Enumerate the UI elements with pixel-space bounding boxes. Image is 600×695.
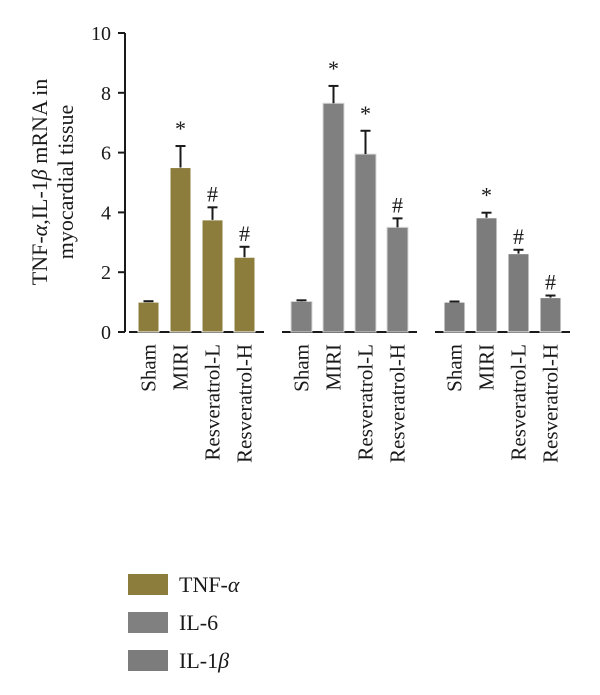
y-tick-label: 2 <box>101 262 111 284</box>
legend-label: TNF-α <box>179 572 240 597</box>
legend-swatch <box>128 574 168 595</box>
significance-marker: * <box>481 183 492 208</box>
y-axis-label: TNF-α,IL-1β mRNA inmyocardial tissue <box>27 79 78 285</box>
y-tick-label: 6 <box>101 143 111 165</box>
legend-swatch <box>128 650 168 671</box>
bar <box>386 226 409 333</box>
significance-marker: * <box>360 101 371 126</box>
x-tick-label: MIRI <box>169 344 193 391</box>
bar <box>290 301 313 333</box>
significance-marker: # <box>207 181 218 206</box>
legend: TNF-α IL-6 IL-1β <box>128 572 240 673</box>
y-tick-label: 10 <box>91 23 111 45</box>
series-0: Sham * MIRI # Resveratrol-L # Resveratrol-H <box>129 116 264 463</box>
significance-marker: # <box>545 270 556 295</box>
x-tick-label: Sham <box>290 344 314 392</box>
bar <box>539 297 562 333</box>
series-2: Sham * MIRI # Resveratrol-L # Resveratrol-H <box>435 183 570 463</box>
significance-marker: * <box>328 56 339 81</box>
legend-label: IL-6 <box>179 610 218 635</box>
bar <box>201 219 224 333</box>
significance-marker: # <box>392 192 403 217</box>
bar <box>169 167 192 333</box>
bar <box>233 256 256 333</box>
legend-swatch <box>128 612 168 633</box>
significance-marker: * <box>175 116 186 141</box>
bar <box>475 217 498 333</box>
y-tick-label: 8 <box>101 83 111 105</box>
bar <box>354 153 377 333</box>
x-tick-label: Resveratrol-L <box>507 344 531 461</box>
bar <box>507 253 530 333</box>
x-tick-label: Resveratrol-H <box>233 344 257 463</box>
x-tick-label: Sham <box>443 344 467 392</box>
x-tick-label: Resveratrol-L <box>354 344 378 461</box>
x-tick-label: Sham <box>137 344 161 392</box>
significance-marker: # <box>239 221 250 246</box>
x-tick-label: Resveratrol-H <box>539 344 563 463</box>
bar <box>443 301 466 333</box>
bar <box>137 301 160 333</box>
significance-marker: # <box>513 224 524 249</box>
x-tick-label: Resveratrol-H <box>386 344 410 463</box>
series-1: Sham * MIRI * Resveratrol-L # Resveratrol-H <box>282 56 417 463</box>
x-tick-label: MIRI <box>322 344 346 391</box>
x-tick-label: MIRI <box>475 344 499 391</box>
y-tick-label: 0 <box>101 322 111 344</box>
bar <box>322 102 345 333</box>
y-tick-label: 4 <box>101 202 111 224</box>
legend-label: IL-1β <box>179 648 229 673</box>
x-tick-label: Resveratrol-L <box>201 344 225 461</box>
